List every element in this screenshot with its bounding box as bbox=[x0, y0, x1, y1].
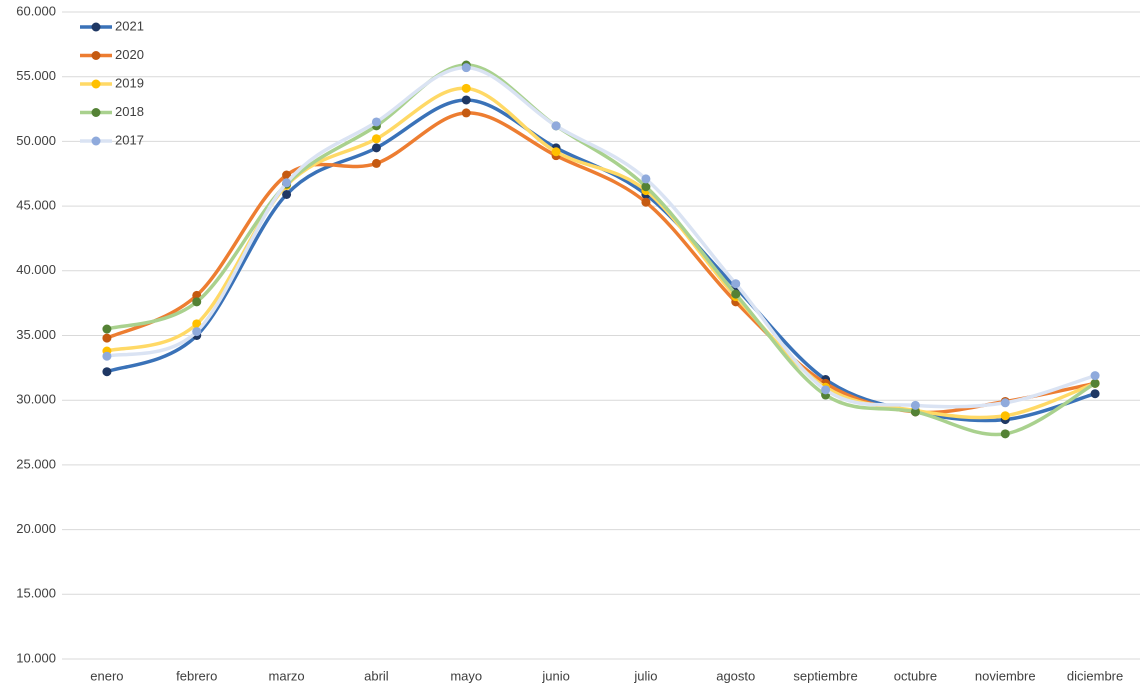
marker bbox=[461, 83, 471, 93]
y-tick-label: 10.000 bbox=[16, 650, 56, 665]
marker bbox=[102, 324, 112, 334]
x-tick-label: julio bbox=[633, 668, 657, 683]
marker bbox=[641, 197, 651, 207]
marker bbox=[102, 367, 112, 377]
marker bbox=[461, 95, 471, 105]
marker bbox=[1000, 429, 1010, 439]
marker bbox=[192, 297, 202, 307]
series-line bbox=[105, 65, 1097, 409]
y-tick-label: 40.000 bbox=[16, 262, 56, 277]
marker bbox=[371, 143, 381, 153]
legend-marker bbox=[91, 136, 101, 146]
x-tick-label: octubre bbox=[894, 668, 937, 683]
marker bbox=[282, 170, 292, 180]
x-tick-label: marzo bbox=[269, 668, 305, 683]
legend-marker bbox=[91, 108, 101, 117]
marker bbox=[641, 174, 651, 184]
marker bbox=[910, 407, 920, 417]
legend-label: 2018 bbox=[115, 104, 144, 119]
y-tick-label: 60.000 bbox=[16, 3, 56, 18]
marker bbox=[1090, 389, 1100, 399]
marker bbox=[461, 63, 471, 73]
y-tick-label: 15.000 bbox=[16, 586, 56, 601]
marker bbox=[1000, 398, 1010, 408]
legend-marker bbox=[91, 79, 101, 89]
marker bbox=[641, 182, 651, 192]
marker bbox=[461, 108, 471, 118]
marker bbox=[731, 279, 741, 289]
y-tick-label: 50.000 bbox=[16, 133, 56, 148]
marker bbox=[551, 121, 561, 131]
marker bbox=[910, 400, 920, 410]
x-tick-label: noviembre bbox=[975, 668, 1036, 683]
y-tick-label: 30.000 bbox=[16, 392, 56, 407]
marker bbox=[102, 333, 112, 343]
legend-label: 2020 bbox=[115, 47, 144, 62]
series-line bbox=[105, 111, 1097, 415]
x-tick-label: septiembre bbox=[793, 668, 857, 683]
y-tick-label: 35.000 bbox=[16, 327, 56, 342]
y-tick-label: 55.000 bbox=[16, 68, 56, 83]
marker bbox=[192, 319, 202, 329]
marker bbox=[1090, 378, 1100, 388]
marker bbox=[371, 117, 381, 127]
legend-label: 2017 bbox=[115, 132, 144, 147]
marker bbox=[371, 158, 381, 168]
marker bbox=[282, 178, 292, 188]
x-tick-label: febrero bbox=[176, 668, 217, 683]
marker bbox=[282, 189, 292, 199]
marker bbox=[1000, 411, 1010, 421]
x-tick-label: mayo bbox=[450, 668, 482, 683]
marker bbox=[1090, 371, 1100, 381]
legend-label: 2019 bbox=[115, 75, 144, 90]
x-tick-label: diciembre bbox=[1067, 668, 1123, 683]
legend-marker bbox=[91, 22, 101, 32]
x-tick-label: abril bbox=[364, 668, 389, 683]
series-line bbox=[105, 86, 1097, 420]
y-tick-label: 20.000 bbox=[16, 521, 56, 536]
marker bbox=[731, 289, 741, 299]
legend-label: 2021 bbox=[115, 18, 144, 33]
x-tick-label: enero bbox=[90, 668, 123, 683]
y-tick-label: 25.000 bbox=[16, 456, 56, 471]
marker bbox=[821, 385, 831, 395]
legend-marker bbox=[91, 51, 101, 60]
series-line bbox=[105, 63, 1097, 437]
x-tick-label: junio bbox=[541, 668, 569, 683]
marker bbox=[371, 134, 381, 144]
y-tick-label: 45.000 bbox=[16, 198, 56, 213]
marker bbox=[192, 327, 202, 337]
marker bbox=[102, 351, 112, 361]
x-tick-label: agosto bbox=[716, 668, 755, 683]
marker bbox=[551, 147, 561, 157]
